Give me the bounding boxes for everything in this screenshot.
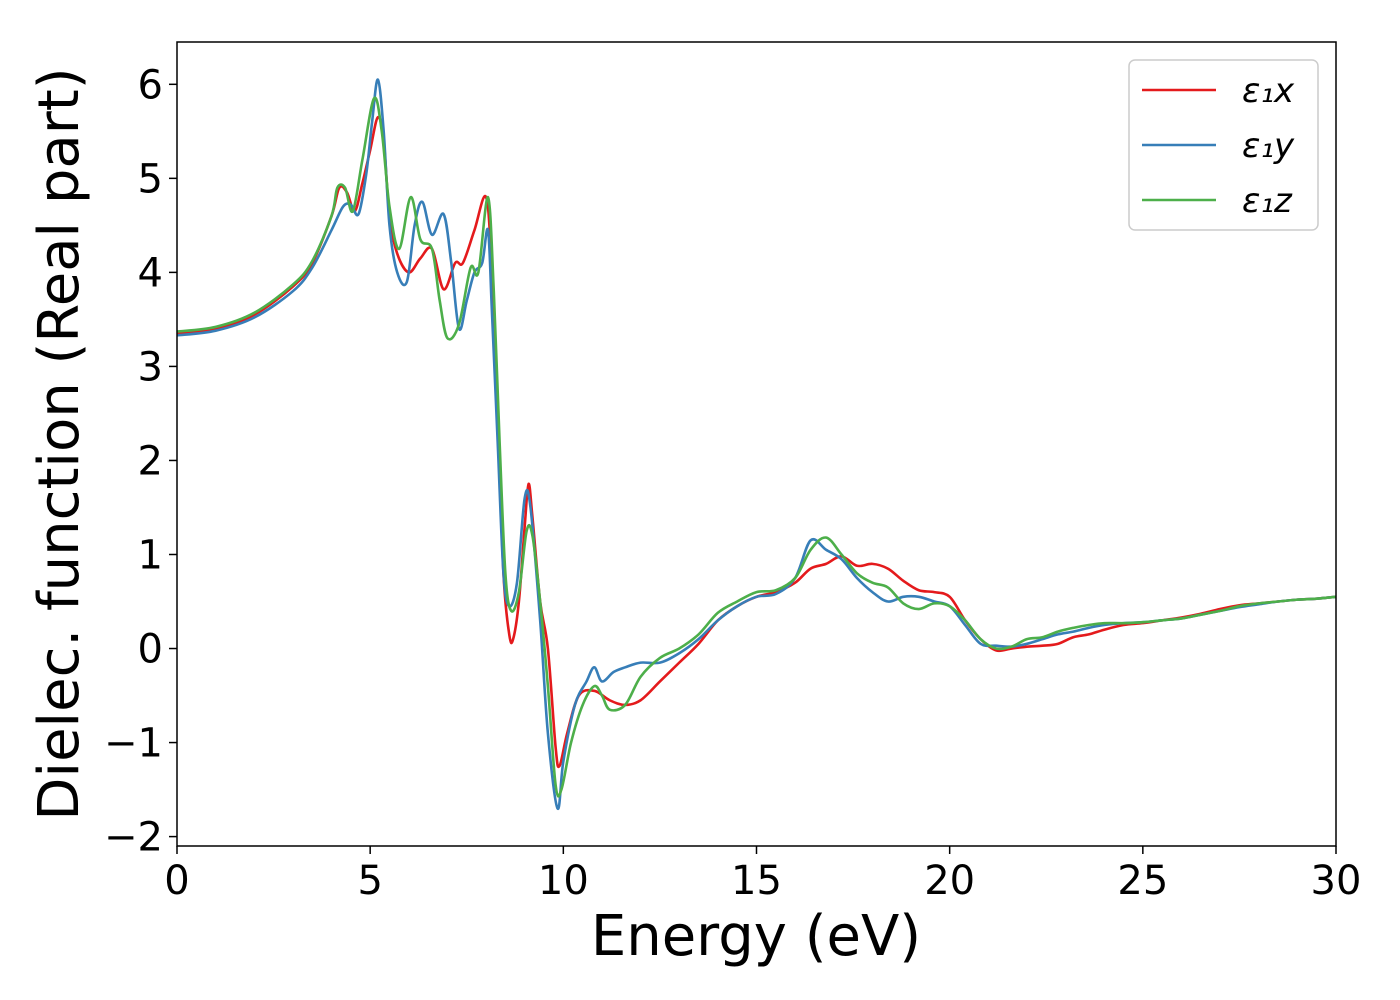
y-tick-label: −1 <box>104 721 163 767</box>
legend-box <box>1128 59 1319 231</box>
legend-entries: ε₁x ε₁y ε₁z <box>1142 71 1295 221</box>
ticks-layer: 0 5 10 15 20 25 30 −2 −1 0 1 2 3 4 5 6 <box>104 62 1361 904</box>
y-tick-label: 2 <box>138 438 163 484</box>
y-tick-label: 5 <box>138 156 163 202</box>
series-layer <box>176 78 1337 810</box>
y-tick-label: 4 <box>138 250 163 296</box>
legend: ε₁x ε₁y ε₁z <box>1128 59 1319 231</box>
x-tick-label: 10 <box>538 858 589 904</box>
legend-label-3: ε₁z <box>1242 181 1293 221</box>
y-axis-title: Dielec. function (Real part) <box>27 67 92 820</box>
x-tick-label: 20 <box>924 858 975 904</box>
x-tick-label: 30 <box>1311 858 1362 904</box>
x-tick-label: 15 <box>731 858 782 904</box>
legend-label-2: ε₁y <box>1242 126 1295 166</box>
legend-label-1: ε₁x <box>1242 71 1295 111</box>
series-line-1 <box>176 115 1337 769</box>
x-axis-title: Energy (eV) <box>591 904 921 969</box>
y-tick-label: 3 <box>138 344 163 390</box>
series-line-3 <box>176 96 1337 798</box>
x-tick-label: 0 <box>164 858 189 904</box>
x-tick-label: 25 <box>1117 858 1168 904</box>
y-tick-label: −2 <box>104 815 163 861</box>
x-tick-label: 5 <box>357 858 382 904</box>
y-tick-label: 6 <box>138 62 163 108</box>
y-tick-label: 0 <box>138 627 163 673</box>
series-line-2 <box>176 78 1337 810</box>
y-tick-label: 1 <box>138 532 163 578</box>
